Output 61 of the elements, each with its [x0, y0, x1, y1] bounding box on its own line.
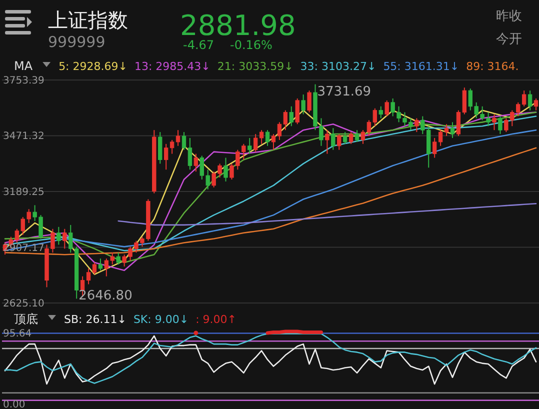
y-tick-label: 2625.10	[3, 298, 44, 310]
text: 昨收	[496, 9, 522, 24]
candlestick	[348, 132, 354, 144]
text: SB: 26.11↓	[64, 313, 126, 326]
series-label: : 9.00↑	[196, 313, 236, 326]
y-tick-label: 3753.39	[3, 76, 44, 86]
chart-subtitle: 999999	[48, 33, 106, 51]
candlestick	[354, 130, 360, 142]
text: 89: 3164.	[466, 60, 519, 73]
legend-title: MA	[14, 59, 34, 73]
candlestick	[289, 106, 294, 127]
candlestick	[271, 134, 276, 150]
candlestick	[295, 98, 300, 125]
candlestick	[378, 106, 383, 119]
candlestick	[534, 98, 538, 111]
candlestick	[92, 262, 97, 275]
text: 13: 2985.43↓	[134, 60, 210, 73]
legend-title: 顶底	[14, 312, 38, 326]
candlestick	[325, 130, 330, 154]
candlestick	[158, 132, 162, 164]
text: 55: 3161.31↓	[383, 60, 460, 73]
text: 21: 3033.59↓	[217, 60, 294, 73]
candlestick	[98, 258, 103, 271]
y-tick-label: 0.00	[3, 400, 26, 409]
candlestick	[224, 157, 228, 182]
candlestick	[414, 118, 419, 133]
text: 今开	[496, 32, 522, 47]
annotation: 3731.69	[317, 84, 372, 100]
candlestick	[182, 132, 186, 150]
text: 5: 2928.69↓	[58, 60, 128, 73]
line-series	[4, 147, 537, 256]
series-label: SK: 9.00↓	[133, 313, 189, 326]
candlestick	[248, 137, 252, 154]
text: -4.67	[183, 38, 214, 52]
candlestick	[176, 130, 180, 146]
candlestick	[492, 114, 496, 131]
y-tick-label: 3189.25	[3, 187, 44, 198]
chart-title: 上证指数	[48, 8, 128, 32]
candlestick	[498, 116, 502, 135]
annotation: 2646.80	[78, 288, 132, 304]
y-tick-label: 3471.32	[3, 131, 44, 142]
candlestick	[360, 130, 366, 144]
line-series	[118, 202, 537, 226]
candlestick	[384, 100, 389, 117]
text: 33: 3103.27↓	[300, 60, 376, 73]
candlestick	[301, 94, 306, 115]
candlestick	[331, 128, 336, 150]
candlestick	[528, 90, 532, 111]
candlestick	[444, 124, 449, 137]
candlestick	[450, 122, 455, 138]
candlestick	[188, 137, 192, 170]
candlestick	[86, 268, 91, 285]
candlestick	[307, 90, 312, 113]
candlestick	[116, 252, 120, 265]
candlestick	[342, 132, 348, 144]
text: -0.16%	[230, 38, 272, 52]
candlestick	[56, 226, 61, 246]
candlestick	[337, 134, 342, 150]
candlestick	[194, 153, 198, 172]
candlestick	[265, 130, 270, 146]
candlestick	[62, 228, 67, 250]
